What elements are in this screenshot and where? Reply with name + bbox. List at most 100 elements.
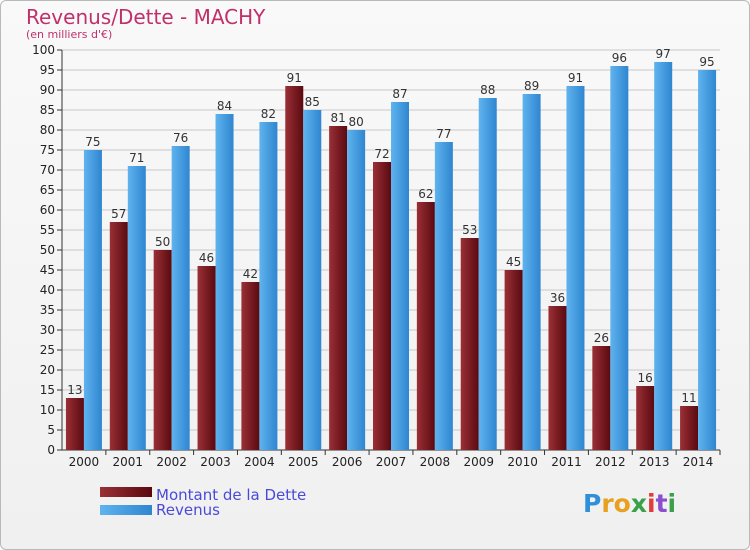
bar-revenus [698,70,717,450]
bar-dette [153,250,172,450]
logo-letter: o [613,489,631,518]
data-label-revenus: 91 [568,71,583,85]
data-label-revenus: 97 [656,47,671,61]
x-tick-label: 2002 [156,455,187,469]
bar-revenus [347,130,366,450]
legend-label-dette: Montant de la Dette [156,486,306,504]
legend: Montant de la Dette Revenus [100,486,306,519]
legend-label-revenus: Revenus [156,501,220,519]
data-label-dette: 46 [199,251,214,265]
data-label-dette: 53 [462,223,477,237]
x-tick-label: 2007 [376,455,407,469]
data-label-revenus: 95 [699,55,714,69]
logo-letter: P [583,489,602,518]
bar-dette [592,346,611,450]
logo-letter: t [655,489,668,518]
x-tick-label: 2013 [639,455,670,469]
x-tick-label: 2010 [507,455,538,469]
x-tick-label: 2003 [200,455,231,469]
bar-revenus [610,66,629,450]
bar-revenus [391,102,409,450]
y-tick-label: 5 [47,423,55,437]
bar-revenus [566,86,585,450]
y-tick-label: 80 [40,123,55,137]
bar-dette [241,282,260,450]
y-tick-label: 20 [40,363,55,377]
y-tick-label: 15 [40,383,55,397]
data-label-revenus: 71 [129,151,144,165]
bar-revenus [303,110,322,450]
bar-revenus [83,150,102,450]
y-tick-label: 95 [40,63,55,77]
y-tick-label: 45 [40,263,55,277]
data-label-revenus: 89 [524,79,539,93]
data-label-revenus: 82 [261,107,276,121]
axes: 0 5 10 15 20 25 30 35 40 45 50 55 60 65 70 75 80 85 90 95 10… [32,43,721,469]
logo-letter: i [647,489,656,518]
bar-dette [197,266,216,450]
data-label-dette: 81 [330,111,345,125]
data-label-revenus: 75 [85,135,100,149]
bar-revenus [215,114,234,450]
legend-swatch-dette [100,487,152,497]
y-tick-label: 65 [40,183,55,197]
bar-dette [548,306,567,450]
y-tick-label: 85 [40,103,55,117]
bar-revenus [127,166,146,450]
data-label-dette: 62 [418,187,433,201]
bar-dette [285,86,304,450]
data-label-revenus: 80 [348,115,363,129]
y-tick-label: 35 [40,303,55,317]
data-label-revenus: 96 [612,51,627,65]
x-tick-label: 2012 [595,455,626,469]
chart-title: Revenus/Dette - MACHY [26,5,266,29]
data-label-dette: 36 [550,291,565,305]
data-label-dette: 11 [681,391,696,405]
y-tick-label: 75 [40,143,55,157]
bar-revenus [654,62,673,450]
data-label-revenus: 77 [436,127,451,141]
bar-revenus [478,98,497,450]
data-label-dette: 26 [594,331,609,345]
x-tick-label: 2008 [420,455,451,469]
x-tick-label: 2006 [332,455,363,469]
bar-dette [65,398,84,450]
y-tick-label: 70 [40,163,55,177]
y-tick-label: 50 [40,243,55,257]
y-tick-label: 100 [32,43,55,57]
data-label-dette: 72 [374,147,389,161]
y-tick-label: 25 [40,343,55,357]
x-tick-label: 2004 [244,455,275,469]
y-tick-label: 40 [40,283,55,297]
x-tick-label: 2011 [551,455,582,469]
data-label-dette: 50 [155,235,170,249]
x-tick-label: 2000 [69,455,100,469]
chart-subtitle: (en milliers d'€) [26,28,113,41]
bar-dette [109,222,128,450]
bar-revenus [434,142,453,450]
data-label-revenus: 87 [392,87,407,101]
bar-dette [504,270,523,450]
bar-dette [416,202,435,450]
y-tick-label: 55 [40,223,55,237]
x-tick-label: 2014 [683,455,714,469]
bar-dette [636,386,655,450]
data-label-revenus: 76 [173,131,188,145]
bar-revenus [171,146,190,450]
bar-revenus [522,94,541,450]
data-label-dette: 45 [506,255,521,269]
y-tick-label: 60 [40,203,55,217]
y-tick-label: 10 [40,403,55,417]
bar-dette [460,238,479,450]
bar-dette [680,406,699,450]
logo-letter: i [667,489,677,518]
bar-dette [329,126,348,450]
proxiti-logo: Proxiti [583,489,676,518]
x-tick-label: 2001 [113,455,144,469]
data-label-dette: 57 [111,207,126,221]
y-tick-label: 90 [40,83,55,97]
data-label-revenus: 84 [217,99,232,113]
data-label-dette: 16 [638,371,653,385]
